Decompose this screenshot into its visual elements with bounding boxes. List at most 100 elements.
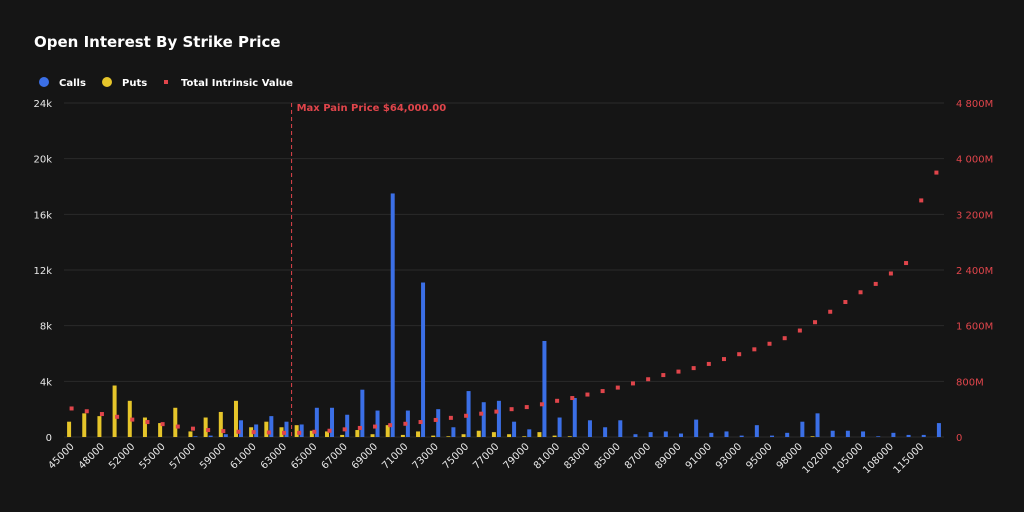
intrinsic-marker-84000	[600, 389, 605, 394]
call-bar-115000	[921, 434, 926, 437]
call-bar-94000	[754, 425, 759, 437]
intrinsic-marker-80000	[539, 402, 544, 407]
put-bar-80000	[537, 432, 542, 437]
call-bar-71000	[405, 410, 410, 437]
intrinsic-marker-57000	[190, 426, 195, 431]
x-axis: 45000 48000 52000 55000 57000 59000 61000 63000…	[46, 441, 926, 476]
x-tick-label: 55000	[137, 441, 167, 471]
intrinsic-marker-63000	[282, 430, 286, 435]
intrinsic-marker-86000	[630, 381, 635, 386]
call-bar-73000	[436, 409, 441, 437]
legend[interactable]: Calls Puts Total Intrinsic Value	[39, 77, 293, 89]
call-bar-87000	[648, 432, 653, 437]
intrinsic-marker-85000	[615, 385, 620, 390]
intrinsic-marker-56000	[175, 424, 180, 429]
put-bar-70000	[385, 425, 390, 437]
put-bar-73000	[431, 435, 436, 437]
x-tick-label: 83000	[562, 441, 592, 471]
put-bar-66000	[325, 431, 330, 437]
intrinsic-marker-48000	[99, 412, 104, 417]
intrinsic-marker-102000	[828, 309, 833, 314]
put-bar-53000	[142, 417, 147, 437]
intrinsic-marker-83000	[585, 392, 590, 397]
x-tick-label: 85000	[593, 441, 623, 471]
call-bar-66000	[330, 407, 335, 437]
y-right-tick-label: 800M	[956, 377, 984, 388]
intrinsic-marker-68000	[357, 425, 362, 430]
call-bar-83000	[587, 420, 592, 437]
put-bar-76000	[476, 430, 481, 437]
y-left-tick-label: 0	[46, 433, 52, 444]
x-tick-label: 77000	[471, 441, 501, 471]
put-bar-82000	[567, 436, 572, 437]
x-tick-label: 102000	[801, 441, 836, 476]
intrinsic-marker-61000	[251, 430, 256, 435]
x-tick-label: 71000	[380, 441, 410, 471]
intrinsic-marker-87000	[646, 377, 651, 382]
call-bar-96000	[785, 432, 790, 437]
call-bar-80000	[542, 340, 547, 437]
x-tick-label: 105000	[831, 441, 866, 476]
put-bar-75000	[461, 434, 466, 437]
call-bar-63000	[284, 421, 289, 437]
put-bar-50000	[112, 385, 117, 437]
grid-lines	[64, 102, 944, 438]
intrinsic-marker-88000	[661, 373, 666, 378]
call-bar-75000	[466, 391, 471, 437]
x-tick-label: 108000	[861, 441, 896, 476]
put-bar-61000	[249, 427, 254, 437]
put-bar-68000	[355, 430, 360, 437]
intrinsic-marker-105000	[858, 290, 863, 295]
call-bar-72000	[421, 282, 426, 437]
put-bar-63000	[279, 427, 284, 437]
intrinsic-marker-91000	[706, 361, 711, 366]
call-bar-60000	[238, 420, 243, 437]
call-bar-86000	[633, 434, 638, 437]
intrinsic-value-markers	[69, 170, 939, 435]
call-bar-78000	[512, 421, 517, 437]
y-right-tick-label: 2 400M	[956, 266, 993, 277]
put-bar-62000	[264, 421, 269, 437]
call-bar-68000	[360, 389, 365, 437]
call-bar-108000	[891, 432, 896, 437]
call-bar-79000	[527, 429, 532, 437]
y-left-tick-label: 16k	[33, 210, 52, 221]
legend-label-0: Calls	[59, 78, 86, 89]
put-bar-81000	[552, 435, 557, 437]
x-tick-label: 91000	[684, 441, 714, 471]
intrinsic-marker-70000	[388, 423, 393, 428]
intrinsic-marker-75000	[464, 413, 469, 418]
put-bar-56000	[173, 407, 178, 437]
call-bar-93000	[739, 435, 744, 437]
y-right-tick-label: 3 200M	[956, 210, 993, 221]
intrinsic-marker-98000	[797, 328, 802, 333]
call-bar-70000	[390, 193, 395, 437]
intrinsic-marker-89000	[676, 369, 681, 374]
put-bar-48000	[97, 416, 102, 437]
left-y-axis: 0 4k 8k 12k 16k 20k 24k	[33, 99, 52, 444]
call-bar-105000	[861, 431, 866, 437]
intrinsic-marker-59000	[221, 429, 226, 434]
intrinsic-marker-104000	[843, 300, 848, 305]
call-bar-104000	[845, 430, 850, 437]
call-bar-88000	[663, 431, 668, 437]
intrinsic-marker-72000	[418, 420, 423, 425]
call-bar-98000	[800, 421, 805, 437]
intrinsic-marker-74000	[448, 415, 453, 420]
call-bar-67000	[345, 414, 350, 437]
call-bar-65000	[314, 407, 319, 437]
call-bar-64000	[299, 424, 304, 437]
intrinsic-marker-64000	[297, 430, 302, 435]
x-tick-label: 89000	[653, 441, 683, 471]
call-bar-69000	[375, 410, 380, 437]
intrinsic-marker-53000	[145, 420, 150, 425]
y-right-tick-label: 4 800M	[956, 99, 993, 110]
y-left-tick-label: 24k	[33, 99, 52, 110]
put-bar-78000	[507, 434, 512, 437]
intrinsic-marker-92000	[722, 357, 726, 362]
put-bar-45000	[67, 421, 72, 437]
intrinsic-marker-50000	[115, 414, 120, 419]
intrinsic-marker-65000	[312, 429, 317, 434]
call-bar-100000	[815, 413, 820, 437]
